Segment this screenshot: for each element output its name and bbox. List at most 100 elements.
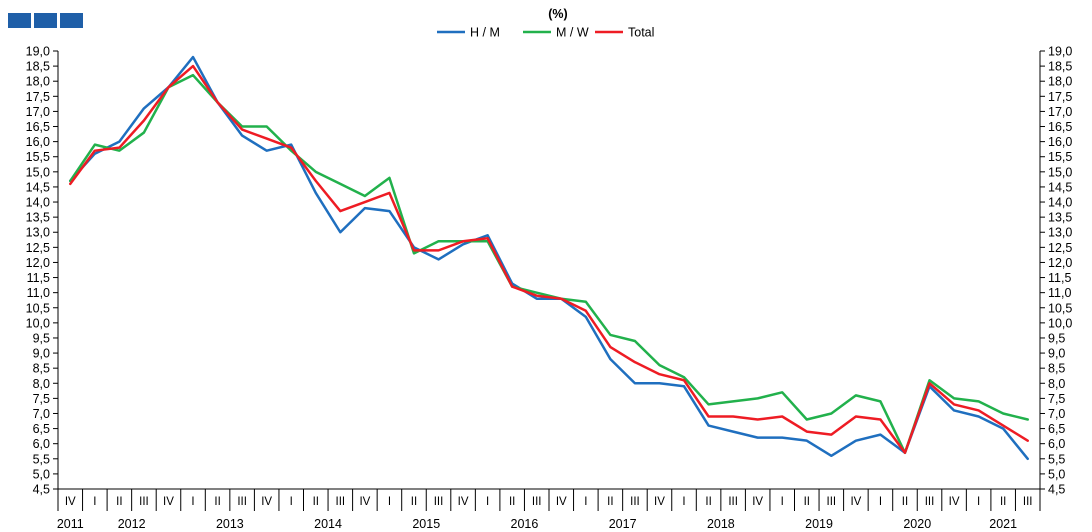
y-tick-label-right: 18,0 <box>1048 75 1072 89</box>
x-year-label: 2018 <box>707 517 735 531</box>
x-category-label: II <box>313 496 319 508</box>
x-category-label: I <box>290 496 293 508</box>
y-tick-label-right: 19,0 <box>1048 45 1072 59</box>
x-category-label: IV <box>458 496 469 508</box>
legend-label-h-m: H / M <box>470 26 500 40</box>
y-tick-label-left: 7,0 <box>33 407 50 421</box>
x-category-label: I <box>977 496 980 508</box>
y-tick-label-left: 11,0 <box>27 286 50 300</box>
x-category-label: III <box>434 496 444 508</box>
x-category-label: IV <box>949 496 960 508</box>
x-category-label: I <box>486 496 489 508</box>
y-tick-label-left: 5,0 <box>33 467 50 481</box>
y-tick-label-left: 18,0 <box>26 75 50 89</box>
y-tick-label-left: 14,0 <box>26 196 50 210</box>
y-tick-label-right: 13,0 <box>1048 226 1072 240</box>
x-category-label: III <box>1023 496 1033 508</box>
y-tick-label-right: 6,5 <box>1048 422 1065 436</box>
y-tick-label-left: 10,0 <box>26 316 50 330</box>
x-category-label: II <box>116 496 122 508</box>
y-tick-label-right: 16,5 <box>1048 120 1072 134</box>
x-year-label: 2021 <box>989 517 1017 531</box>
y-tick-label-left: 7,5 <box>33 392 50 406</box>
y-tick-label-left: 16,5 <box>26 120 50 134</box>
x-year-label: 2012 <box>118 517 146 531</box>
y-tick-label-right: 16,0 <box>1048 135 1072 149</box>
x-category-label: III <box>237 496 247 508</box>
y-tick-label-right: 4,5 <box>1048 483 1065 497</box>
y-tick-label-right: 15,5 <box>1048 150 1072 164</box>
x-category-label: II <box>705 496 711 508</box>
x-category-label: II <box>411 496 417 508</box>
y-tick-label-left: 13,5 <box>26 211 50 225</box>
x-year-label: 2019 <box>805 517 833 531</box>
x-category-label: II <box>214 496 220 508</box>
x-year-label: 2015 <box>412 517 440 531</box>
y-tick-label-left: 8,0 <box>33 377 50 391</box>
y-tick-label-right: 13,5 <box>1048 211 1072 225</box>
legend-label-total: Total <box>628 26 654 40</box>
chart-axes: 4,5 4,55,0 5,05,5 5,56,0 6,06,5 6,57,0 7,07,5 7… <box>26 45 1073 532</box>
x-category-label: III <box>630 496 640 508</box>
y-tick-label-left: 18,5 <box>26 60 50 74</box>
x-category-label: III <box>532 496 542 508</box>
x-category-label: I <box>584 496 587 508</box>
y-tick-label-right: 6,0 <box>1048 437 1065 451</box>
x-category-label: I <box>682 496 685 508</box>
series-line-m-w <box>69 73 1029 454</box>
chart-legend: H / M M / W Total <box>437 26 654 40</box>
x-year-label: 2013 <box>216 517 244 531</box>
x-category-label: I <box>879 496 882 508</box>
y-tick-label-left: 11,5 <box>27 271 50 285</box>
y-tick-label-left: 10,5 <box>26 301 50 315</box>
y-tick-label-left: 5,5 <box>33 452 50 466</box>
y-tick-label-right: 7,0 <box>1048 407 1065 421</box>
legend-label-m-w: M / W <box>556 26 589 40</box>
y-tick-label-left: 9,0 <box>33 347 50 361</box>
x-category-label: I <box>388 496 391 508</box>
y-tick-label-right: 10,0 <box>1048 316 1072 330</box>
x-category-label: IV <box>359 496 370 508</box>
x-category-label: III <box>827 496 837 508</box>
series-line-total <box>69 64 1029 454</box>
y-tick-label-left: 14,5 <box>26 180 50 194</box>
y-tick-label-right: 14,5 <box>1048 180 1072 194</box>
x-category-label: II <box>509 496 515 508</box>
y-tick-label-right: 9,0 <box>1048 347 1065 361</box>
y-tick-label-left: 17,5 <box>26 90 50 104</box>
y-tick-label-left: 8,5 <box>33 362 50 376</box>
y-tick-label-right: 8,5 <box>1048 362 1065 376</box>
chart-unit-title: (%) <box>548 7 567 21</box>
x-category-label: II <box>804 496 810 508</box>
y-tick-label-left: 19,0 <box>26 45 50 59</box>
x-category-label: IV <box>556 496 567 508</box>
x-year-label: 2017 <box>609 517 637 531</box>
x-category-label: IV <box>752 496 763 508</box>
y-tick-label-right: 18,5 <box>1048 60 1072 74</box>
x-category-label: III <box>336 496 346 508</box>
chart-series <box>69 55 1029 461</box>
x-category-label: II <box>1000 496 1006 508</box>
y-tick-label-right: 9,5 <box>1048 331 1065 345</box>
x-category-label: IV <box>65 496 76 508</box>
x-category-label: I <box>93 496 96 508</box>
y-tick-label-right: 14,0 <box>1048 196 1072 210</box>
x-category-label: III <box>139 496 149 508</box>
x-category-label: III <box>728 496 738 508</box>
y-tick-label-left: 12,0 <box>26 256 50 270</box>
y-tick-label-right: 5,0 <box>1048 467 1065 481</box>
x-category-label: II <box>902 496 908 508</box>
y-tick-label-left: 6,5 <box>33 422 50 436</box>
x-category-label: IV <box>163 496 174 508</box>
x-category-label: I <box>191 496 194 508</box>
logo-block-1 <box>8 13 31 28</box>
y-tick-label-right: 8,0 <box>1048 377 1065 391</box>
x-year-label: 2014 <box>314 517 342 531</box>
y-tick-label-right: 12,5 <box>1048 241 1072 255</box>
x-category-label: I <box>781 496 784 508</box>
y-tick-label-right: 10,5 <box>1048 301 1072 315</box>
y-tick-label-left: 15,0 <box>26 165 50 179</box>
series-line-h-m <box>69 55 1029 461</box>
logo-block-2 <box>34 13 57 28</box>
